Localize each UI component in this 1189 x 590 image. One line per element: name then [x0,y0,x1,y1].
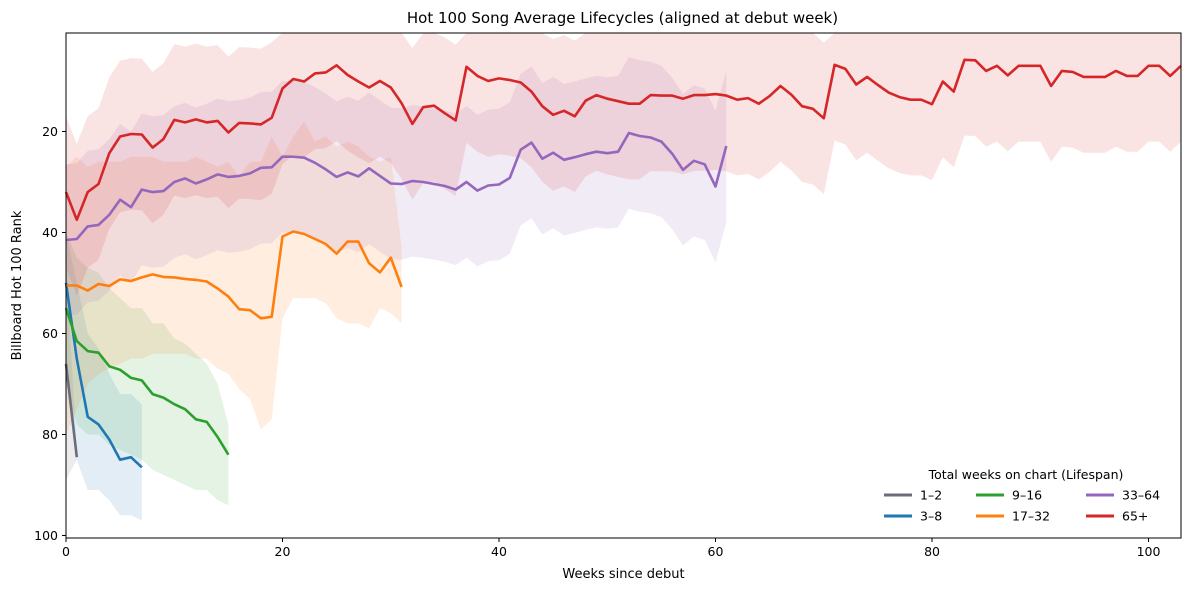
confidence-bands [66,33,1181,521]
series-line-3-8 [64,282,143,469]
band-33-64 [66,57,727,316]
legend: Total weeks on chart (Lifespan) 1–2 3–8 9–… [874,460,1174,530]
series-line-17-32 [66,230,403,320]
series-line-9-16 [64,307,230,456]
legend-label-17-32: 17–32 [1012,509,1050,524]
legend-title: Total weeks on chart (Lifespan) [928,467,1124,482]
series-line-1-2 [64,363,79,458]
chart-title: Hot 100 Song Average Lifecycles (aligned… [407,9,838,27]
y-axis-label: Billboard Hot 100 Rank [10,210,25,360]
legend-box [874,460,1174,530]
plot-frame [65,32,1182,539]
legend-label-1-2: 1–2 [920,488,942,503]
legend-label-65-: 65+ [1122,509,1148,524]
x-tick-label: 0 [62,544,70,559]
legend-label-33-64: 33–64 [1122,488,1160,503]
legend-label-3-8: 3–8 [920,509,942,524]
legend-label-9-16: 9–16 [1012,488,1042,503]
y-tick-label: 40 [42,225,58,240]
series-lines [64,58,1182,469]
series-line-33-64 [65,131,728,242]
x-tick-label: 40 [491,544,507,559]
x-tick-label: 20 [275,544,291,559]
band-17-32 [66,121,402,435]
x-tick-label: 80 [924,544,940,559]
y-tick-label: 100 [34,528,58,543]
x-tick-label: 60 [708,544,724,559]
y-tick-label: 20 [42,124,58,139]
x-tick-label: 100 [1137,544,1161,559]
legend-items: 1–2 3–8 9–16 17–32 33–64 65+ [884,488,1160,524]
x-axis: 0 20 40 60 80 100 [62,538,1161,559]
band-3-8 [66,232,142,521]
y-tick-label: 80 [42,427,58,442]
y-tick-label: 60 [42,326,58,341]
y-axis: 20 40 60 80 100 [34,124,66,543]
series-line-65- [64,58,1182,222]
x-axis-label: Weeks since debut [562,567,684,582]
